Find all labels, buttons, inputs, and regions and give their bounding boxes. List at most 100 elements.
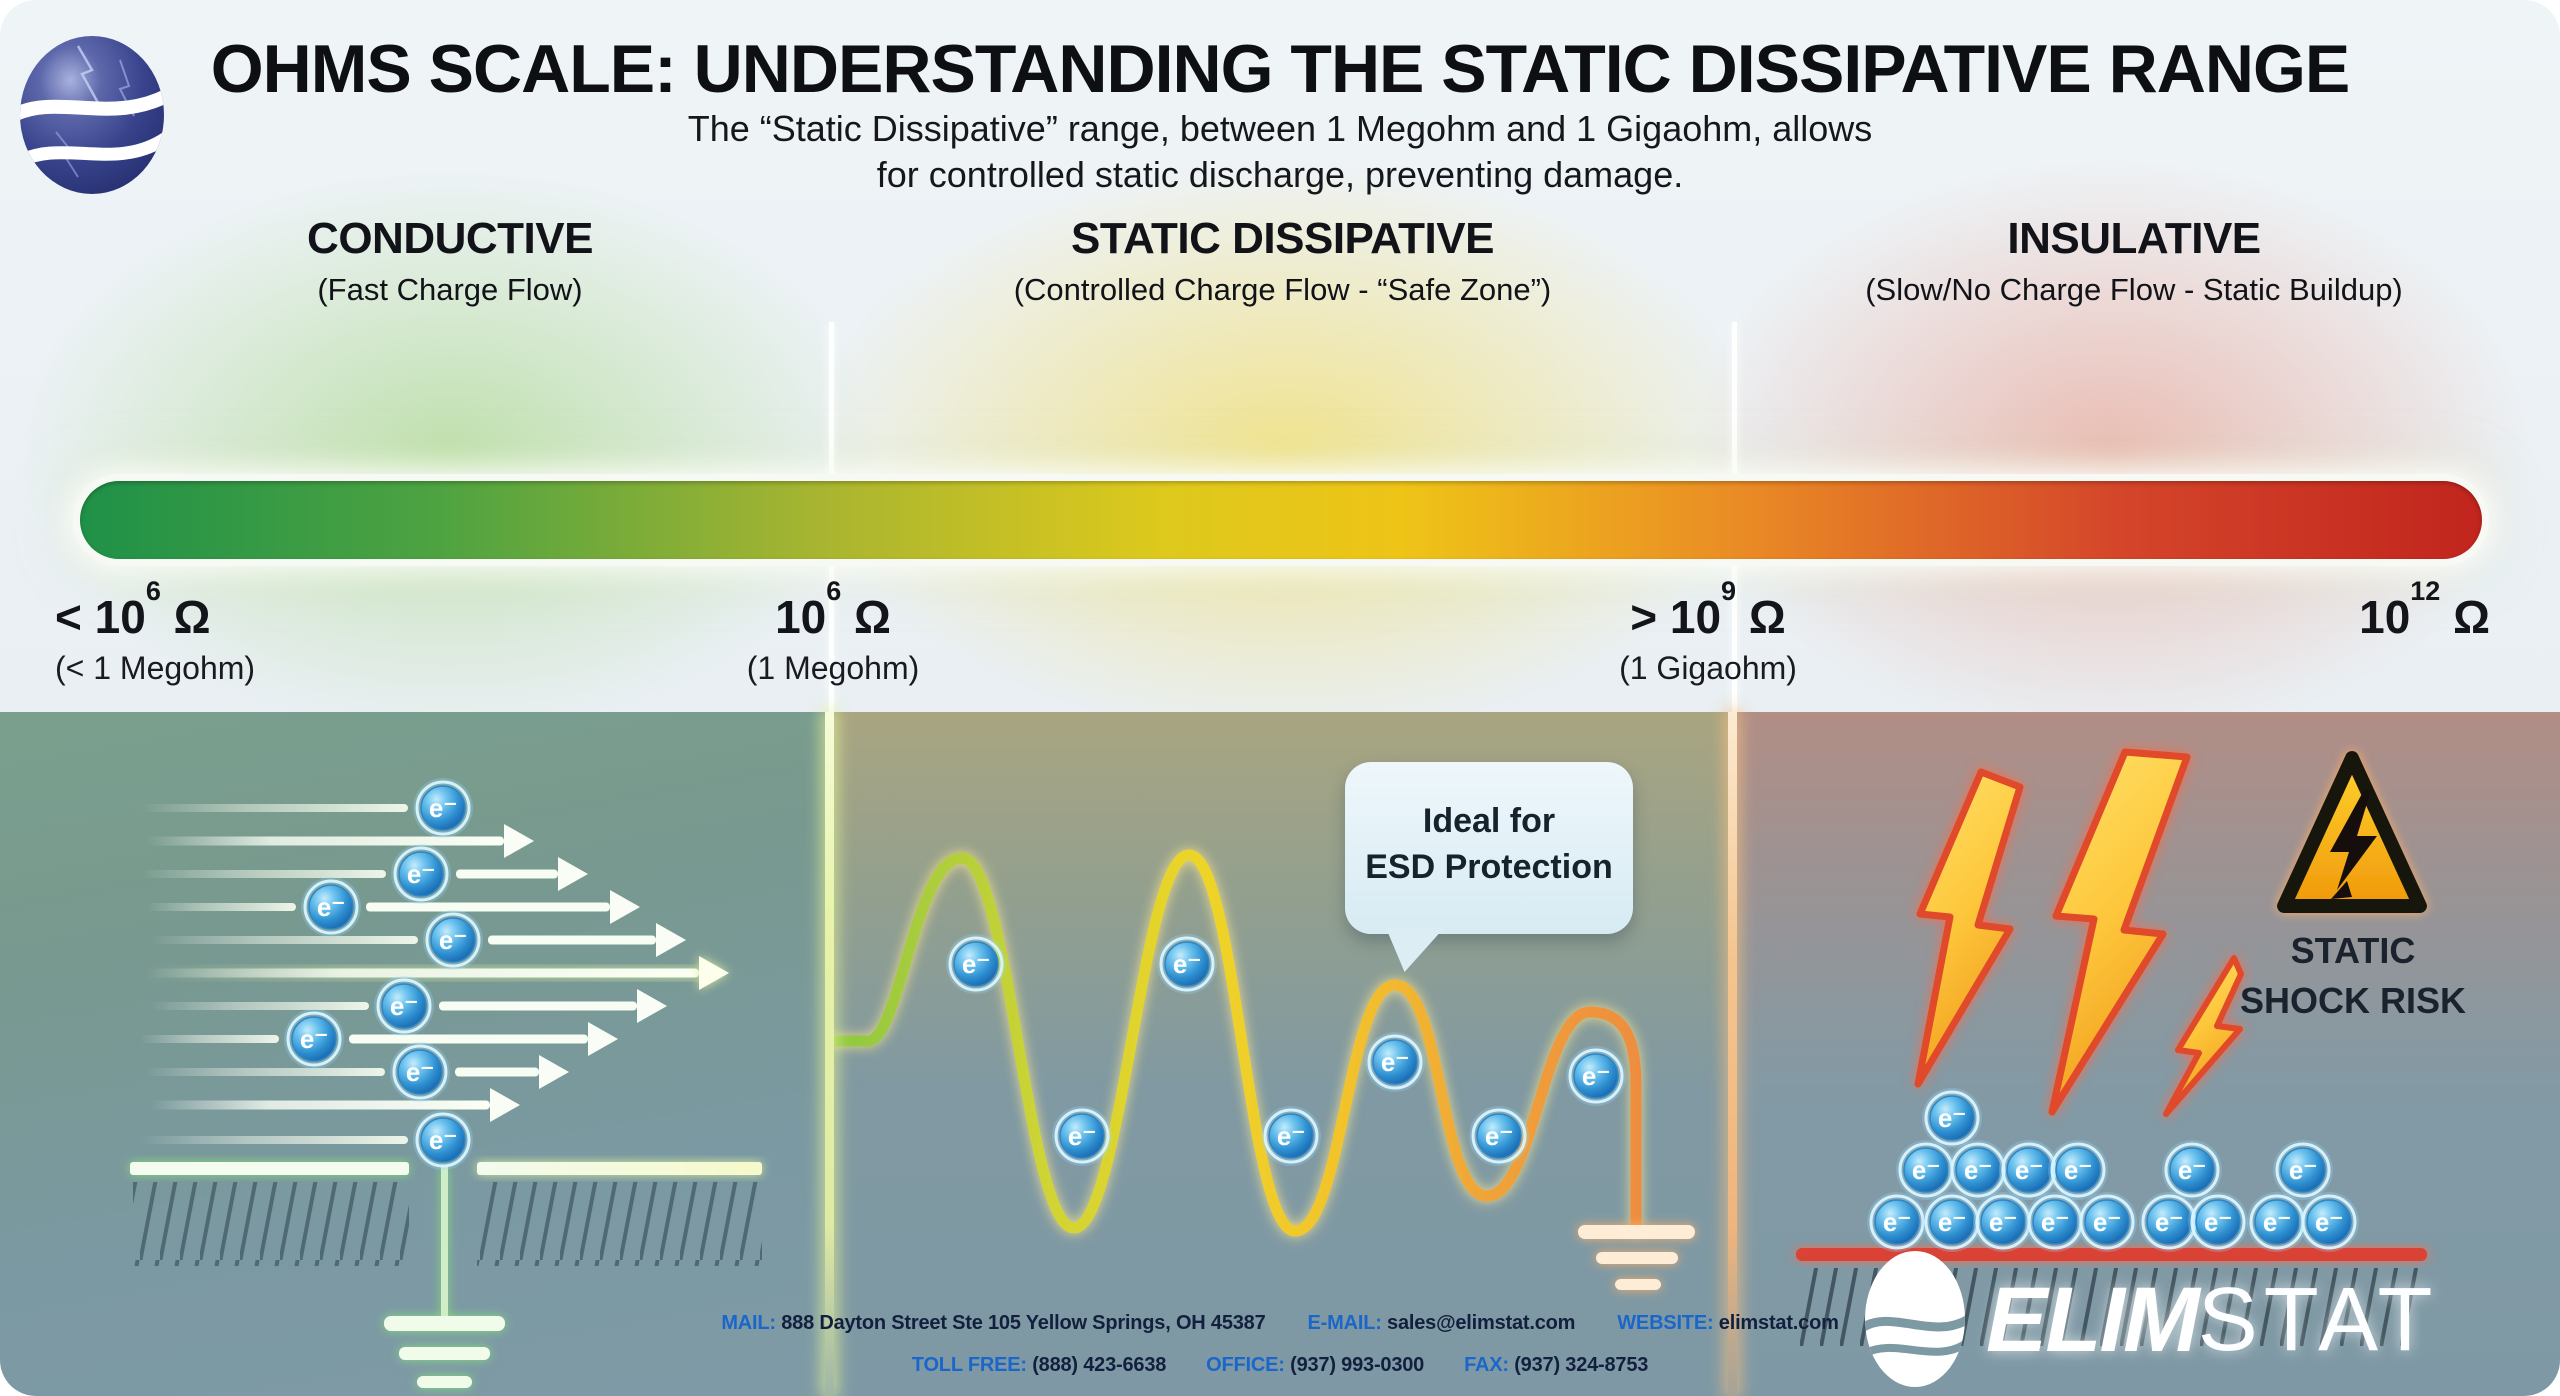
illustration-section: e⁻ e⁻ e⁻ e⁻ e⁻ e⁻ e⁻ e⁻ e⁻ e⁻ e⁻ e⁻ e⁻ e⁻ e⁻ [0,712,2560,1396]
svg-text:e⁻: e⁻ [439,925,467,955]
insulative-tint [1690,160,2530,740]
electron-icon: e⁻ [1365,1032,1425,1092]
electron-icon: e⁻ [2273,1140,2333,1200]
high-voltage-warning-icon [2277,751,2427,913]
insulative-illustration: e⁻e⁻ e⁻ e⁻ e⁻ e⁻ e⁻e⁻ e⁻ e⁻ e⁻ e⁻ e⁻ e⁻ e⁻ e⁻ [1796,748,2427,1346]
svg-text:e⁻: e⁻ [2093,1207,2121,1237]
tick-1-gigaohm: > 109 Ω (1 Gigaohm) [1619,575,1797,686]
electron-icon: e⁻ [1052,1106,1112,1166]
electron-icon: e⁻ [2247,1192,2307,1252]
svg-text:e⁻: e⁻ [1883,1207,1911,1237]
electron-icon: e⁻ [374,976,434,1036]
email-value: sales@elimstat.com [1387,1312,1576,1334]
svg-text:e⁻: e⁻ [2064,1155,2092,1185]
conductive-tint [20,170,880,730]
resistance-gradient-fill [80,481,2482,559]
lightning-bolt-icon [2163,955,2244,1117]
zone-insulative: INSULATIVE (Slow/No Charge Flow - Static… [1739,214,2529,308]
zone-insulative-name: INSULATIVE [2007,214,2261,263]
lightning-bolt-icon [2048,748,2191,1116]
electron-icon: e⁻ [1973,1192,2033,1252]
svg-text:e⁻: e⁻ [2263,1207,2291,1237]
svg-text:e⁻: e⁻ [2041,1207,2069,1237]
mail-label: MAIL: [721,1312,776,1334]
tick-10e12-ohm: 1012 Ω [2359,575,2490,643]
elimstat-wordmark: ELIM STAT [1862,1248,2438,1393]
elimstat-egg-icon [1865,1251,1965,1387]
svg-text:e⁻: e⁻ [429,1125,457,1155]
zone-conductive-desc: (Fast Charge Flow) [317,272,583,307]
svg-text:e⁻: e⁻ [1964,1155,1992,1185]
svg-text:e⁻: e⁻ [1485,1121,1513,1151]
svg-text:e⁻: e⁻ [1381,1047,1409,1077]
svg-text:e⁻: e⁻ [1938,1207,1966,1237]
svg-text:e⁻: e⁻ [962,949,990,979]
svg-text:e⁻: e⁻ [1989,1207,2017,1237]
electron-icon: e⁻ [1469,1106,1529,1166]
zone-conductive: CONDUCTIVE (Fast Charge Flow) [60,214,840,308]
controlled-flow-wave [831,849,1642,1237]
electron-icon: e⁻ [2162,1140,2222,1200]
zone-static-dissipative-name: STATIC DISSIPATIVE [1071,214,1494,263]
callout-line-2: ESD Protection [1365,848,1613,886]
electron-icon: e⁻ [1948,1140,2008,1200]
email-label: E-MAIL: [1307,1312,1382,1334]
elimstat-sphere-icon [20,36,164,194]
contact-info-line: MAIL: 888 Dayton Street Ste 105 Yellow S… [0,1312,2560,1335]
fax-label: FAX: [1464,1354,1509,1376]
website-value: elimstat.com [1718,1312,1839,1334]
svg-text:e⁻: e⁻ [300,1024,328,1054]
svg-text:e⁻: e⁻ [317,892,345,922]
panel-divider-1 [825,712,834,1396]
zone-static-dissipative-desc: (Controlled Charge Flow - “Safe Zone”) [1013,272,1552,307]
electron-icon: e⁻ [284,1009,344,1069]
subtitle-line-2: for controlled static discharge, prevent… [876,154,1684,195]
scale-section: OHMS SCALE: UNDERSTANDING THE STATIC DIS… [0,0,2560,740]
svg-text:e⁻: e⁻ [1938,1103,1966,1133]
lightning-bolt-icons [1914,748,2244,1117]
svg-text:e⁻: e⁻ [1068,1121,1096,1151]
svg-text:e⁻: e⁻ [2015,1155,2043,1185]
electron-icon: e⁻ [391,844,451,904]
esd-callout: Ideal for ESD Protection [1345,762,1633,934]
zone-insulative-desc: (Slow/No Charge Flow - Static Buildup) [1865,272,2403,307]
brand-bold: ELIM [1986,1269,2200,1371]
electron-icon: e⁻ [1157,934,1217,994]
office-label: OFFICE: [1206,1354,1285,1376]
shock-line-2: SHOCK RISK [2239,980,2467,1021]
ground-surface [130,1162,762,1266]
electron-icon: e⁻ [2077,1192,2137,1252]
electron-icons: e⁻ e⁻ e⁻ e⁻ e⁻ e⁻ e⁻ [946,934,1626,1166]
zone-conductive-name: CONDUCTIVE [307,214,593,263]
dissipative-illustration: e⁻ e⁻ e⁻ e⁻ e⁻ e⁻ e⁻ [831,849,1695,1290]
svg-text:e⁻: e⁻ [429,793,457,823]
svg-text:e⁻: e⁻ [2204,1207,2232,1237]
tick-1-megohm: 106 Ω (1 Megohm) [746,575,920,686]
electron-icon: e⁻ [2025,1192,2085,1252]
svg-text:e⁻: e⁻ [406,1057,434,1087]
electron-icon: e⁻ [946,934,1006,994]
svg-text:e⁻: e⁻ [2289,1155,2317,1185]
electron-icon: e⁻ [2188,1192,2248,1252]
electron-icon: e⁻ [301,877,361,937]
dissipative-tint [810,160,1760,740]
subtitle-line-1: The “Static Dissipative” range, between … [687,108,1873,149]
phone-info-line: TOLL FREE: (888) 423-6638 OFFICE: (937) … [0,1354,2560,1377]
electron-icons: e⁻ e⁻ e⁻ e⁻ e⁻ e⁻ e⁻ e⁻ [284,778,483,1170]
ground-symbol-icon [384,1166,505,1388]
svg-text:e⁻: e⁻ [2178,1155,2206,1185]
electron-icon: e⁻ [1867,1192,1927,1252]
fax-value: (937) 324-8753 [1514,1354,1649,1376]
svg-text:e⁻: e⁻ [1912,1155,1940,1185]
tick-below-1-megohm: < 106 Ω (< 1 Megohm) [55,575,256,686]
svg-text:e⁻: e⁻ [1173,949,1201,979]
electron-icon: e⁻ [1922,1088,1982,1148]
electron-icon: e⁻ [2048,1140,2108,1200]
electron-icon: e⁻ [1261,1106,1321,1166]
svg-text:e⁻: e⁻ [2155,1207,2183,1237]
lightning-bolt-icon [1914,768,2024,1088]
tollfree-value: (888) 423-6638 [1032,1354,1167,1376]
ground-symbol-icon [1578,1225,1695,1290]
brand-light: STAT [2197,1270,2439,1370]
conductive-illustration: e⁻ e⁻ e⁻ e⁻ e⁻ e⁻ e⁻ e⁻ [130,778,762,1388]
